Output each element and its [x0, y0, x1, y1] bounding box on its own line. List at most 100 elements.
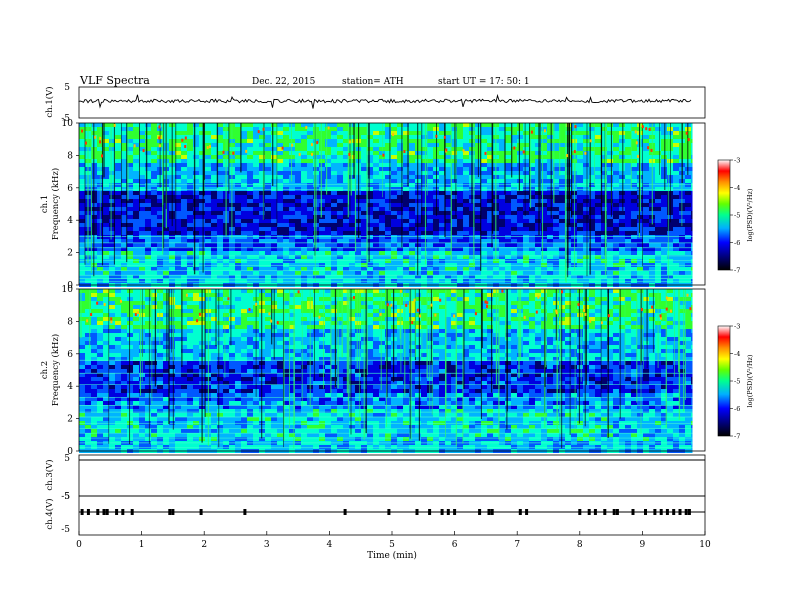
spectrogram-cell [277, 279, 283, 283]
spectrogram-cell [619, 255, 625, 259]
spectrogram-cell [403, 275, 409, 279]
spectrogram-cell [643, 207, 649, 211]
spectrogram-cell [259, 187, 265, 191]
spectrogram-cell [475, 183, 481, 187]
spectrogram-cell [571, 147, 577, 151]
spectrogram-cell [103, 429, 109, 433]
spectrogram-cell [145, 361, 151, 365]
spectrogram-hot-spot [348, 152, 351, 156]
spectrogram-cell [121, 393, 127, 397]
spectrogram-cell [97, 401, 103, 405]
ch1-waveform-frame [78, 86, 706, 119]
spectrogram-cell [115, 357, 121, 361]
spectrogram-cell [643, 267, 649, 271]
spectrogram-cell [331, 155, 337, 159]
spectrogram-cell [145, 325, 151, 329]
spectrogram-cell [115, 211, 121, 215]
spectrogram-cell [379, 175, 385, 179]
spectrogram-cell [253, 195, 259, 199]
spectrogram-cell [133, 329, 139, 333]
spectrogram-cell [517, 243, 523, 247]
spectrogram-cell [331, 227, 337, 231]
spectrogram-cell [157, 207, 163, 211]
spectrogram-cell [205, 163, 211, 167]
spectrogram-cell [301, 231, 307, 235]
spectrogram-cell [691, 191, 693, 195]
spectrogram-cell [589, 227, 595, 231]
spectrogram-cell [217, 227, 223, 231]
spectrogram-cell [499, 163, 505, 167]
spectrogram-cell [331, 255, 337, 259]
spectrogram-cell [661, 199, 667, 203]
spectrogram-cell [181, 239, 187, 243]
spectrogram-cell [301, 271, 307, 275]
spectrogram-cell [133, 179, 139, 183]
spectrogram-cell [583, 183, 589, 187]
spectrogram-cell [511, 231, 517, 235]
spectrogram-cell [361, 215, 367, 219]
spectrogram-cell [265, 211, 271, 215]
spectrogram-cell [331, 215, 337, 219]
spectrogram-cell [175, 127, 181, 131]
spectrogram-cell [241, 223, 247, 227]
spectrogram-cell [481, 135, 487, 139]
spectrogram-cell [133, 231, 139, 235]
spectrogram-cell [79, 445, 85, 449]
spectrogram-cell [355, 279, 361, 283]
spectrogram-cell [631, 139, 637, 143]
spectrogram-cell [607, 183, 613, 187]
spectrogram-cell [295, 187, 301, 191]
spectrogram-cell [301, 267, 307, 271]
spectrogram-cell [505, 247, 511, 251]
spectrogram-cell [109, 171, 115, 175]
spectrogram-cell [145, 401, 151, 405]
spectrogram-cell [121, 313, 127, 317]
spectrogram-cell [577, 271, 583, 275]
spectrogram-cell [79, 377, 85, 381]
spectrogram-cell [499, 159, 505, 163]
spectrogram-cell [553, 131, 559, 135]
spectrogram-cell [205, 247, 211, 251]
spectrogram-cell [433, 191, 439, 195]
spectrogram-cell [301, 195, 307, 199]
spectrogram-cell [649, 243, 655, 247]
spectrogram-cell [319, 131, 325, 135]
spectrogram-hot-spot [101, 154, 103, 158]
spectrogram-cell [661, 135, 667, 139]
spectrogram-cell [547, 199, 553, 203]
spectrogram-cell [643, 215, 649, 219]
spectrogram-cell [547, 267, 553, 271]
spectrogram-cell [619, 139, 625, 143]
spectrogram-cell [547, 175, 553, 179]
spectrogram-cell [481, 263, 487, 267]
spectrogram-cell [463, 123, 469, 127]
spectrogram-cell [535, 267, 541, 271]
spectrogram-cell [541, 279, 547, 283]
spectrogram-cell [655, 279, 661, 283]
spectrogram-cell [289, 219, 295, 223]
spectrogram-cell [589, 267, 595, 271]
spectrogram-cell [217, 171, 223, 175]
spectrogram-cell [361, 163, 367, 167]
spectrogram-cell [253, 135, 259, 139]
spectrogram-cell [403, 271, 409, 275]
spectrogram-cell [175, 279, 181, 283]
spectrogram-cell [217, 263, 223, 267]
spectrogram-cell [613, 163, 619, 167]
spectrogram-cell [607, 135, 613, 139]
spectrogram-cell [151, 297, 157, 301]
spectrogram-cell [577, 143, 583, 147]
spectrogram-cell [583, 159, 589, 163]
spectrogram-cell [571, 255, 577, 259]
spectrogram-cell [121, 143, 127, 147]
spectrogram-cell [655, 187, 661, 191]
spectrogram-cell [97, 409, 103, 413]
spectrogram-cell [685, 247, 691, 251]
spectrogram-cell [553, 123, 559, 127]
spectrogram-cell [325, 123, 331, 127]
spectrogram-cell [595, 279, 601, 283]
spectrogram-cell [421, 215, 427, 219]
spectrogram-cell [211, 275, 217, 279]
spectrogram-cell [247, 227, 253, 231]
spectrogram-cell [553, 195, 559, 199]
